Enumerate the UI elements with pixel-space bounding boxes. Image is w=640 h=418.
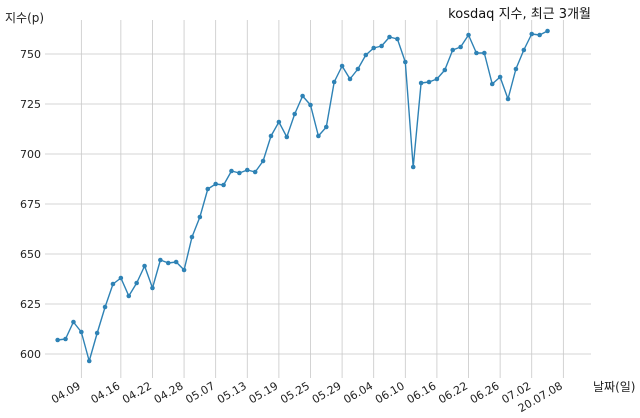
x-tick-label: 06.26 bbox=[468, 379, 502, 406]
x-tick-label: 06.10 bbox=[373, 379, 407, 406]
series-kosdaq bbox=[55, 28, 550, 364]
x-tick-label: 04.22 bbox=[120, 379, 154, 406]
data-point bbox=[466, 32, 471, 38]
data-point bbox=[126, 293, 132, 299]
data-point bbox=[268, 133, 274, 139]
data-point bbox=[458, 44, 463, 50]
y-tick-label: 675 bbox=[20, 198, 41, 211]
data-point bbox=[537, 32, 542, 38]
data-point bbox=[387, 34, 392, 40]
y-tick-label: 750 bbox=[20, 48, 41, 61]
data-point bbox=[134, 280, 139, 286]
data-point bbox=[308, 102, 313, 108]
data-point bbox=[363, 52, 369, 58]
data-point bbox=[450, 47, 456, 53]
data-point bbox=[529, 31, 535, 37]
data-point bbox=[513, 66, 519, 72]
x-tick-label: 04.09 bbox=[49, 379, 83, 406]
data-point bbox=[165, 260, 171, 266]
data-point bbox=[403, 59, 408, 65]
data-point bbox=[276, 119, 282, 125]
data-point bbox=[497, 74, 503, 80]
x-tick-label: 05.13 bbox=[215, 379, 249, 406]
data-point bbox=[371, 45, 377, 51]
data-point bbox=[244, 167, 250, 173]
data-point bbox=[189, 234, 195, 240]
data-point bbox=[221, 182, 226, 188]
x-tick-label: 05.07 bbox=[183, 379, 217, 406]
y-tick-label: 725 bbox=[20, 98, 41, 111]
y-axis-ticks: 600 625 650 675 700 725 750 bbox=[20, 48, 41, 361]
data-point bbox=[521, 47, 527, 53]
data-point bbox=[173, 259, 179, 265]
y-tick-label: 700 bbox=[20, 148, 41, 161]
data-point bbox=[55, 337, 60, 343]
data-point bbox=[142, 263, 147, 269]
x-tick-label: 05.29 bbox=[310, 379, 344, 406]
data-point bbox=[474, 50, 479, 56]
x-tick-label: 05.25 bbox=[278, 379, 312, 406]
x-axis-ticks: 04.09 04.1604.2204.2805.0705.1305.1905.25… bbox=[49, 379, 565, 415]
data-point bbox=[150, 285, 155, 291]
data-point bbox=[347, 76, 353, 82]
data-point bbox=[213, 181, 218, 187]
x-tick-label: 06.04 bbox=[341, 379, 375, 406]
data-point bbox=[79, 329, 84, 335]
x-tick-label: 04.28 bbox=[152, 379, 186, 406]
data-point bbox=[71, 319, 76, 325]
data-point bbox=[284, 134, 290, 140]
chart-title: kosdaq 지수, 최근 3개월 bbox=[448, 7, 591, 22]
grid-lines bbox=[45, 20, 591, 378]
data-point bbox=[94, 330, 100, 336]
data-point bbox=[545, 28, 550, 34]
y-tick-label: 600 bbox=[20, 348, 41, 361]
data-point bbox=[395, 36, 400, 42]
data-point bbox=[339, 63, 345, 69]
data-point bbox=[355, 66, 361, 72]
data-point bbox=[316, 133, 321, 139]
data-point bbox=[489, 81, 495, 87]
x-tick-label: 06.16 bbox=[405, 379, 439, 406]
data-point bbox=[237, 170, 242, 176]
y-axis-label: 지수(p) bbox=[5, 11, 44, 25]
data-point bbox=[260, 158, 266, 164]
data-point bbox=[86, 358, 92, 364]
data-point bbox=[379, 43, 384, 49]
data-point bbox=[102, 304, 108, 310]
data-point bbox=[482, 50, 487, 56]
data-point bbox=[331, 79, 337, 85]
data-point bbox=[110, 281, 116, 287]
data-point bbox=[442, 67, 448, 73]
data-point bbox=[505, 96, 511, 102]
x-tick-label: 06.22 bbox=[436, 379, 470, 406]
data-point bbox=[410, 164, 416, 170]
data-point bbox=[229, 168, 234, 174]
data-point bbox=[434, 76, 440, 82]
data-point bbox=[63, 336, 68, 342]
data-point bbox=[197, 214, 203, 220]
x-tick-label: 05.19 bbox=[247, 379, 281, 406]
data-point bbox=[205, 186, 211, 192]
data-point bbox=[300, 93, 305, 99]
data-point bbox=[181, 267, 187, 273]
data-point bbox=[323, 124, 329, 130]
data-point bbox=[418, 80, 424, 86]
data-point bbox=[118, 275, 124, 281]
x-tick-label: 04.16 bbox=[89, 379, 123, 406]
data-point bbox=[252, 169, 258, 175]
data-point bbox=[158, 257, 163, 263]
x-axis-label: 날짜(일) bbox=[593, 380, 635, 394]
series-line bbox=[57, 30, 548, 362]
y-tick-label: 650 bbox=[20, 248, 41, 261]
data-point bbox=[292, 111, 297, 117]
data-point bbox=[426, 79, 432, 85]
y-tick-label: 625 bbox=[20, 298, 41, 311]
